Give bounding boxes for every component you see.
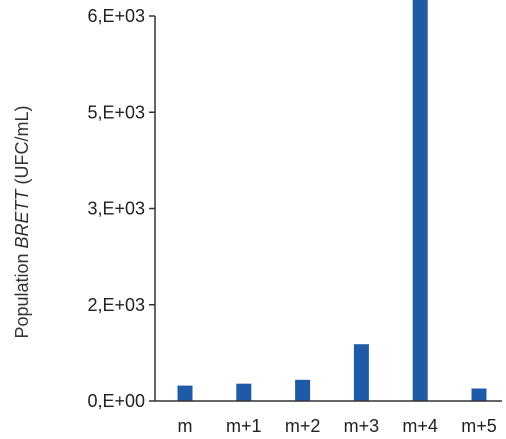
y-tick-label: 0,E+00 [87,391,145,411]
x-tick-labels: m m+1 m+2 m+3 m+4 m+5 [178,416,497,436]
bar-m+5 [471,388,487,401]
y-tick-label: 5,E+03 [87,102,145,122]
x-tick-label: m+1 [226,416,262,436]
y-axis-title: Population BRETT (UFC/mL) [12,105,32,338]
y-tick-label: 3,E+03 [87,199,145,219]
bar-m [177,385,193,401]
y-tick-label: 2,E+03 [87,295,145,315]
y-axis-title-prefix: Population [12,248,32,338]
bar-m+3 [353,344,369,401]
bars [177,0,487,402]
y-axis-title-suffix: (UFC/mL) [12,105,32,189]
axes [154,16,502,402]
x-tick-label: m+3 [344,416,380,436]
y-ticks: 0,E+00 2,E+03 3,E+03 5,E+03 6,E+03 [87,6,155,411]
x-tick-label: m+4 [402,416,438,436]
y-tick-label: 6,E+03 [87,6,145,26]
bar-m+4 [412,0,428,402]
x-tick-label: m+5 [461,416,497,436]
x-tick-label: m [178,416,193,436]
bar-m+1 [236,383,252,401]
y-axis-title-italic: BRETT [12,187,32,248]
bar-m+2 [295,379,311,401]
x-tick-label: m+2 [285,416,321,436]
